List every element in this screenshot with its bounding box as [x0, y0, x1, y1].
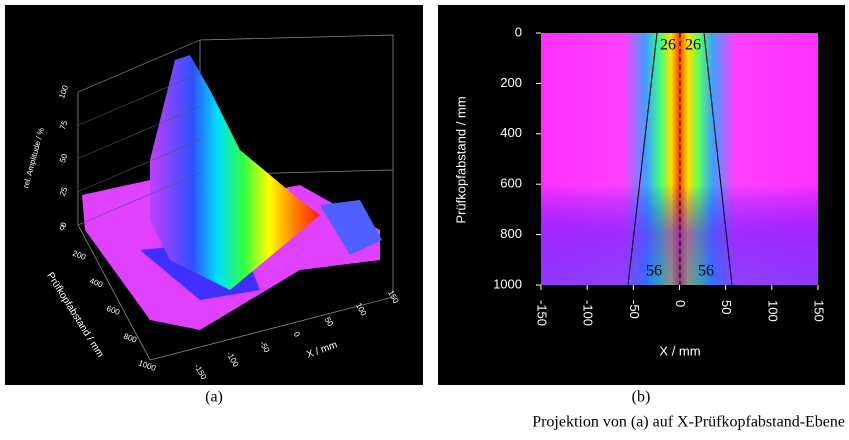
y-tick-label: 200 — [71, 249, 87, 262]
annotation-lines — [627, 17, 733, 298]
surface — [82, 55, 382, 330]
y-tick-label: 0 — [59, 223, 67, 233]
z-tick-label: 0 — [59, 221, 69, 229]
x-tick-label: 0 — [292, 330, 302, 339]
heatmap — [541, 33, 818, 285]
x-tick-label: 50 — [719, 300, 734, 314]
y-tick-label: 0 — [515, 24, 522, 39]
grid-line — [77, 72, 201, 126]
z-tick-label: 25 — [58, 185, 70, 197]
grid-line — [77, 139, 201, 193]
y-tick-label: 800 — [122, 332, 138, 345]
x-tick-label: -150 — [535, 300, 550, 326]
y-tick-label: 400 — [500, 125, 522, 140]
x-tick-label: -100 — [581, 300, 596, 326]
annotation: 56 — [698, 263, 714, 280]
y-axis-label: Prüfkopfabstand / mm — [453, 96, 468, 223]
y-tick-label: 800 — [500, 226, 522, 241]
grid-line — [77, 106, 201, 159]
z-tick-label: 100 — [57, 84, 70, 100]
panel-label: (b) — [632, 389, 651, 406]
annotation: 26 — [660, 37, 676, 54]
x-tick-label: 150 — [812, 300, 827, 322]
y-tick-label: 200 — [500, 75, 522, 90]
z-tick-label: 75 — [58, 119, 70, 131]
x-tick-label: 0 — [673, 300, 688, 307]
x-tick-label: 100 — [765, 300, 780, 322]
grid-line — [77, 39, 201, 93]
grid-line — [77, 172, 201, 226]
x-tick-label: -50 — [627, 300, 642, 319]
annotation: 26 — [685, 37, 701, 54]
y-tick-label: 400 — [88, 276, 104, 289]
caption: Projektion von (a) auf X-Prüfkopfabstand… — [532, 414, 845, 431]
y-tick-label: 1000 — [493, 276, 522, 291]
z-tick-label: 50 — [58, 152, 70, 164]
x-axis-label: X / mm — [659, 343, 700, 358]
annotation: 56 — [646, 263, 662, 280]
y-tick-label: 600 — [500, 176, 522, 191]
panel-label: (a) — [205, 389, 223, 406]
y-tick-label: 600 — [105, 304, 121, 317]
